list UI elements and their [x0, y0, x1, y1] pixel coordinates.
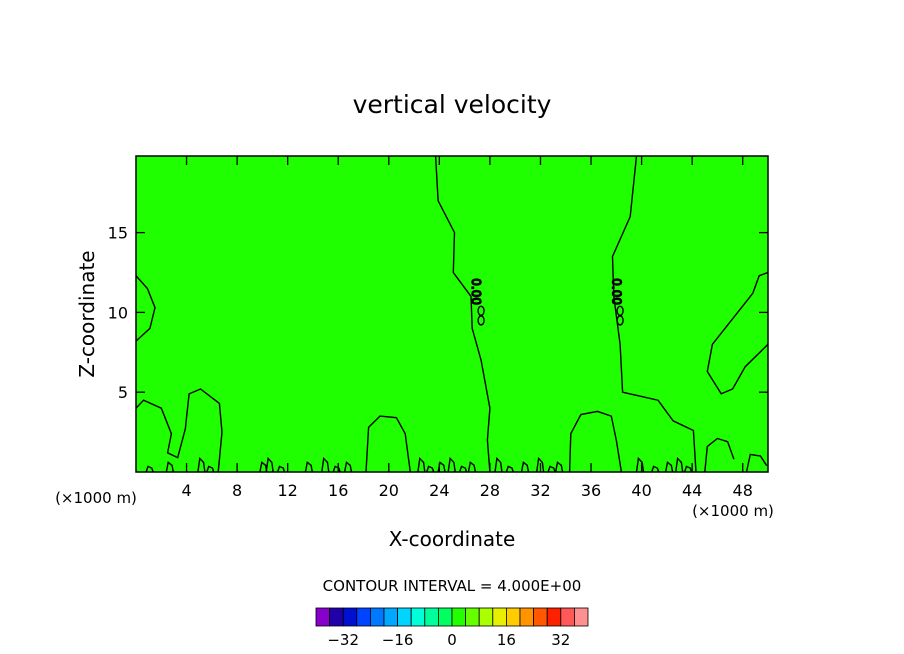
contour-ripple: [635, 456, 645, 473]
x-axis-label: X-coordinate: [389, 527, 516, 551]
contour-line: [568, 410, 623, 473]
contour-interval-text: CONTOUR INTERVAL = 4.000E+00: [323, 577, 582, 595]
y-tick-label: 5: [118, 383, 128, 402]
contour-ripple: [547, 465, 556, 473]
colorbar-tick-label: −32: [327, 631, 359, 649]
colorbar-swatch: [315, 607, 331, 627]
contour-ripple: [265, 456, 274, 473]
x-tick-label: 4: [181, 481, 191, 500]
contour-loop: [616, 315, 624, 326]
colorbar-swatch: [397, 607, 412, 627]
contour-line: [135, 275, 156, 342]
colorbar-swatch: [342, 607, 358, 627]
x-unit-label-left: (×1000 m): [55, 489, 137, 507]
contour-ripple: [145, 465, 154, 473]
x-tick-label: 12: [278, 481, 298, 500]
x-tick-label: 24: [429, 481, 449, 500]
plot-area: 0.00 0.00: [135, 155, 769, 473]
colorbar-swatch: [574, 607, 589, 627]
contour-ripple: [206, 465, 215, 473]
colorbar-swatch: [560, 607, 575, 627]
contour-line: [745, 453, 768, 473]
colorbar-swatch: [410, 607, 426, 627]
x-tick-label: 28: [480, 481, 500, 500]
contour-loop: [477, 315, 485, 326]
colorbar-swatch: [369, 607, 385, 627]
x-tick-label: 16: [328, 481, 348, 500]
contour-ripple: [458, 465, 468, 473]
contour-ripple: [417, 456, 426, 473]
x-tick-label: 20: [379, 481, 399, 500]
y-tick-label: 15: [108, 224, 128, 243]
contour-ripple: [343, 461, 353, 473]
contour-ripple: [447, 456, 456, 473]
contour-ripple: [426, 465, 435, 473]
colorbar-swatch: [329, 607, 344, 627]
contour-line: [706, 271, 769, 395]
colorbar-tick-label: 16: [497, 631, 516, 649]
x-tick-label: 48: [733, 481, 753, 500]
contour-ripple: [321, 456, 330, 473]
contour-ripple: [494, 456, 503, 473]
colorbar-swatch: [519, 607, 535, 627]
colorbar-tick-label: 0: [447, 631, 457, 649]
contour-line: [365, 415, 411, 473]
x-unit-label-right: (×1000 m): [692, 502, 774, 520]
contour-ripple: [505, 465, 514, 473]
velocity-field: [136, 156, 768, 472]
colorbar: [315, 607, 589, 627]
contour-lines: 0.00 0.00: [135, 155, 769, 473]
colorbar-swatch: [546, 607, 562, 627]
contour-ripple: [651, 465, 660, 473]
contour-ripple: [675, 456, 684, 473]
contour-value-label: 0.00: [469, 278, 483, 305]
colorbar-swatch: [492, 607, 507, 627]
colorbar-swatch: [505, 607, 521, 627]
colorbar-swatch: [451, 607, 467, 627]
contour-line: [135, 388, 223, 473]
colorbar-swatch: [533, 607, 548, 627]
contour-ripple: [165, 461, 174, 473]
x-tick-label: 36: [581, 481, 601, 500]
x-tick-label: 40: [631, 481, 651, 500]
colorbar-swatch: [383, 607, 399, 627]
contour-ripple: [554, 461, 564, 473]
colorbar-swatch: [424, 607, 439, 627]
colorbar-swatch: [437, 607, 453, 627]
x-tick-label: 8: [232, 481, 242, 500]
contour-ripple: [304, 461, 313, 473]
contour-ripple: [536, 456, 545, 473]
zero-contour-left: [434, 155, 491, 473]
colorbar-swatch: [356, 607, 371, 627]
chart-title: vertical velocity: [353, 90, 552, 119]
x-axis-ticks: 4 8 12 16 20 24 28 32 36 40 44 48: [181, 156, 753, 500]
contour-line: [704, 437, 735, 473]
x-tick-label: 32: [530, 481, 550, 500]
zero-contour-right: [611, 155, 697, 473]
plot-frame: [135, 155, 769, 473]
y-tick-label: 10: [108, 303, 128, 322]
contour-ripple: [683, 465, 693, 473]
colorbar-tick-label: 32: [551, 631, 570, 649]
y-axis-ticks: 5 10 15: [108, 224, 768, 402]
colorbar-swatch: [465, 607, 480, 627]
contour-ripple: [664, 461, 674, 473]
colorbar-ticks: −32 −16 0 16 32: [327, 631, 570, 649]
x-tick-label: 44: [682, 481, 702, 500]
y-axis-label: Z-coordinate: [75, 250, 99, 377]
contour-ripple: [197, 456, 206, 473]
colorbar-swatch: [478, 607, 494, 627]
contour-ripple: [332, 465, 341, 473]
contour-ripple: [467, 461, 477, 473]
colorbar-tick-label: −16: [382, 631, 414, 649]
contour-ripple: [520, 461, 530, 473]
contour-ripple: [276, 465, 286, 473]
contour-value-label: 0.00: [610, 278, 624, 305]
